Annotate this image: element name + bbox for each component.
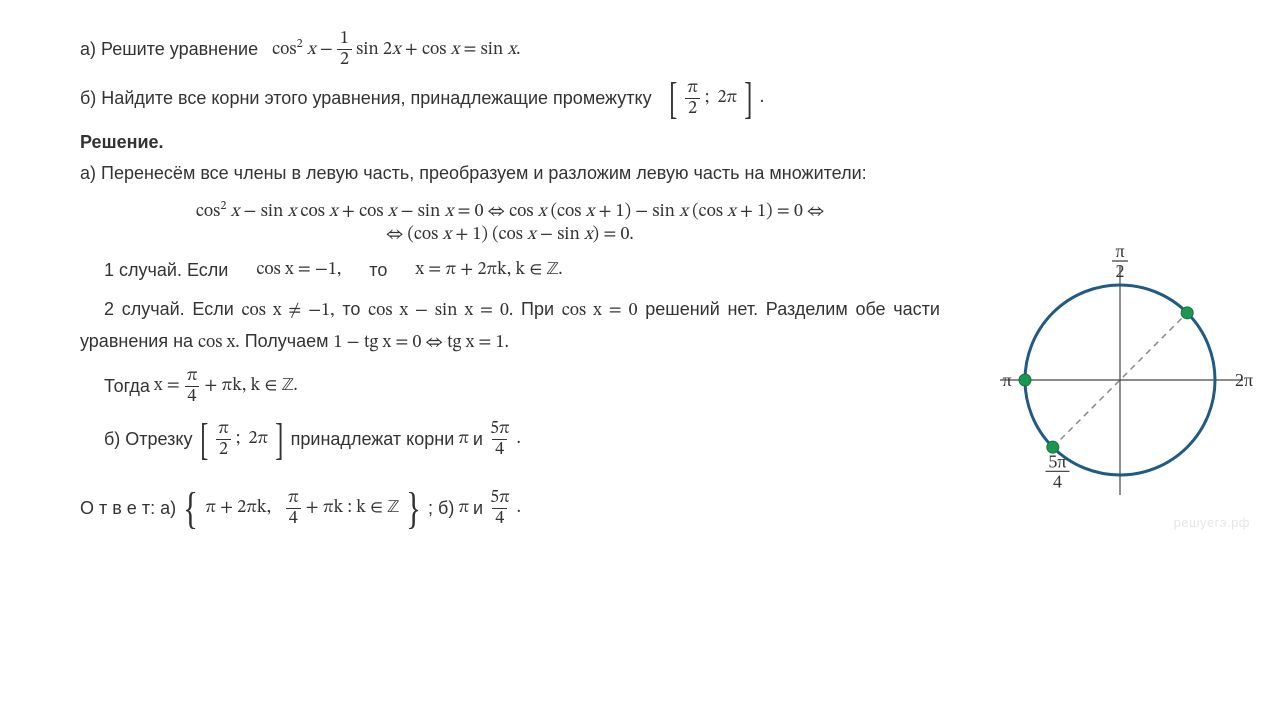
solution-intro: а) Перенесём все члены в левую часть, пр… bbox=[80, 159, 940, 188]
brace-close-icon: } bbox=[406, 491, 421, 526]
svg-text:5π: 5π bbox=[1048, 451, 1066, 471]
solution-heading: Решение. bbox=[80, 132, 940, 153]
part-b-line: б) Отрезку [ π 2 ; 2π ] принадлежат корн… bbox=[80, 420, 940, 459]
bracket-open-icon: [ bbox=[669, 81, 677, 116]
bracket-open-icon: [ bbox=[200, 422, 208, 457]
case-1: 1 случай. Если cos x = −1, то x = π + 2π… bbox=[80, 257, 940, 284]
interval-upper: 2π bbox=[718, 85, 738, 112]
pi-over-4: π 4 bbox=[184, 367, 201, 406]
problem-a: а) Решите уравнение cos2 x − 12 sin 2x +… bbox=[80, 30, 940, 69]
eq-line-2: ⇔ (cos x + 1) (cos x − sin x) = 0. bbox=[80, 224, 940, 247]
page: а) Решите уравнение cos2 x − 12 sin 2x +… bbox=[0, 0, 1280, 720]
equation-block: cos2 x − sin x cos x + cos x − sin x = 0… bbox=[80, 198, 940, 247]
problem-b-prefix: б) Найдите все корни этого уравнения, пр… bbox=[80, 85, 652, 112]
svg-text:4: 4 bbox=[1053, 471, 1062, 491]
problem-b: б) Найдите все корни этого уравнения, пр… bbox=[80, 79, 940, 118]
problem-a-prefix: а) Решите уравнение bbox=[80, 36, 258, 63]
bracket-close-icon: ] bbox=[744, 81, 752, 116]
problem-and-solution: а) Решите уравнение cos2 x − 12 sin 2x +… bbox=[80, 30, 940, 528]
svg-text:π: π bbox=[1115, 241, 1124, 261]
svg-text:2π: 2π bbox=[1235, 370, 1253, 390]
interval-lower: π 2 bbox=[684, 79, 701, 118]
brace-open-icon: { bbox=[183, 491, 198, 526]
answer-line: О т в е т: а) { π + 2πk, π 4 + πk : k ∈ … bbox=[80, 489, 940, 528]
eq-line-1: cos2 x − sin x cos x + cos x − sin x = 0… bbox=[80, 198, 940, 224]
case-2: 2 случай. Если cos x ≠ −1, то cos x − si… bbox=[80, 294, 940, 359]
interval-sep: ; bbox=[705, 85, 714, 112]
problem-a-equation: cos2 x − 12 sin 2x + cos x = sin x. bbox=[272, 30, 520, 69]
circle-svg: π2π2π5π4 bbox=[970, 220, 1260, 510]
svg-text:π: π bbox=[1002, 370, 1011, 390]
bracket-close-icon: ] bbox=[275, 422, 283, 457]
svg-text:2: 2 bbox=[1116, 261, 1125, 281]
watermark: решуегэ.рф bbox=[1174, 515, 1250, 530]
unit-circle-diagram: π2π2π5π4 bbox=[970, 220, 1260, 515]
then-line: Тогда x = π 4 + πk, k ∈ ℤ. bbox=[80, 367, 940, 406]
